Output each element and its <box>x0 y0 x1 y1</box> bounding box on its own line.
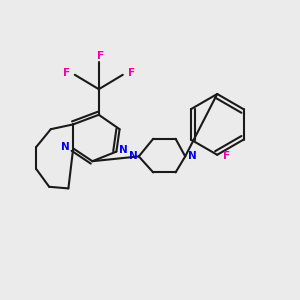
Text: N: N <box>119 145 128 155</box>
Text: N: N <box>129 152 137 161</box>
Text: F: F <box>97 51 104 61</box>
Text: N: N <box>188 151 197 161</box>
Text: F: F <box>223 152 230 161</box>
Text: N: N <box>61 142 70 152</box>
Text: F: F <box>63 68 70 78</box>
Text: F: F <box>128 68 135 78</box>
